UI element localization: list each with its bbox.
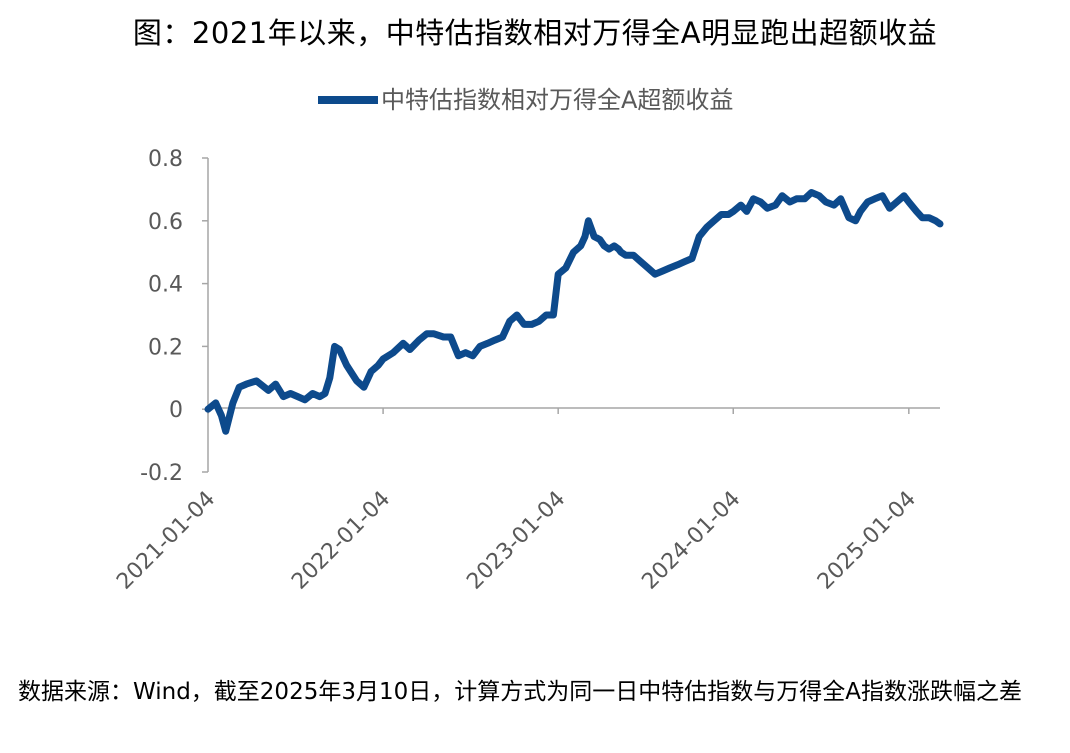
series-line — [204, 189, 944, 435]
legend-label: 中特估指数相对万得全A超额收益 — [381, 86, 733, 114]
y-tick-label: 0.8 — [148, 147, 183, 172]
x-tick-label: 2025-01-04 — [813, 487, 921, 595]
y-tick-label: 0.4 — [148, 273, 183, 298]
y-tick-label: 0 — [169, 398, 183, 423]
y-tick-label: 0.6 — [148, 210, 183, 235]
x-axis-ticks: 2021-01-04 2022-01-04 2023-01-04 2024-01-04… — [112, 408, 921, 595]
legend: 中特估指数相对万得全A超额收益 — [318, 86, 733, 114]
x-tick-label: 2022-01-04 — [287, 487, 395, 595]
y-tick-label: 0.2 — [148, 335, 183, 360]
y-axis-ticks: 0.8 0.6 0.4 0.2 0 -0.2 — [140, 147, 208, 486]
chart-svg: 中特估指数相对万得全A超额收益 0.8 0.6 0.4 0.2 0 -0.2 2021-0… — [112, 86, 944, 595]
x-tick-label: 2021-01-04 — [112, 487, 220, 595]
x-tick-label: 2023-01-04 — [462, 487, 570, 595]
x-tick-label: 2024-01-04 — [637, 487, 745, 595]
source-note: 数据来源：Wind，截至2025年3月10日，计算方式为同一日中特估指数与万得全… — [18, 679, 1022, 705]
y-tick-label: -0.2 — [140, 461, 183, 486]
chart-title: 图：2021年以来，中特估指数相对万得全A明显跑出超额收益 — [132, 16, 938, 50]
axes — [207, 158, 940, 472]
